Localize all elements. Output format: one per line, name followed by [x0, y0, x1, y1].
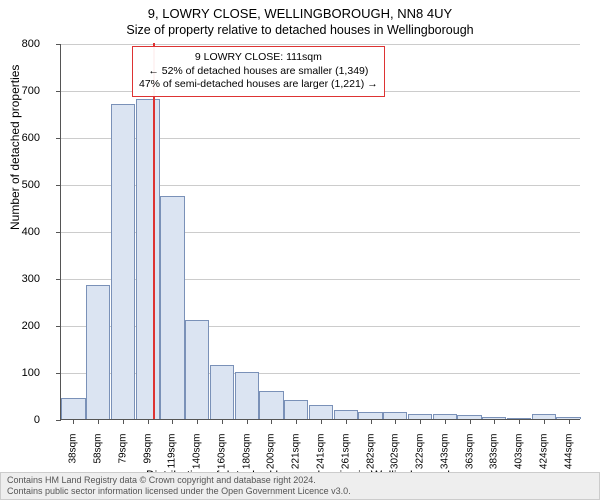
- xtick-mark: [420, 419, 421, 424]
- histogram-bar: [383, 412, 407, 419]
- xtick-mark: [445, 419, 446, 424]
- ytick-label: 700: [0, 85, 40, 97]
- xtick-mark: [470, 419, 471, 424]
- histogram-bar: [284, 400, 308, 419]
- xtick-mark: [321, 419, 322, 424]
- chart-area: 38sqm58sqm79sqm99sqm119sqm140sqm160sqm18…: [60, 44, 580, 420]
- chart-title: 9, LOWRY CLOSE, WELLINGBOROUGH, NN8 4UY: [0, 0, 600, 21]
- marker-line: [153, 43, 155, 419]
- xtick-mark: [494, 419, 495, 424]
- footer: Contains HM Land Registry data © Crown c…: [0, 472, 600, 500]
- annotation-line-1: 9 LOWRY CLOSE: 111sqm: [139, 51, 378, 65]
- ytick-mark: [56, 420, 61, 421]
- xtick-mark: [346, 419, 347, 424]
- histogram-bar: [433, 414, 457, 419]
- histogram-bar: [136, 99, 160, 419]
- histogram-bar: [309, 405, 333, 419]
- histogram-bar: [482, 417, 506, 419]
- xtick-mark: [296, 419, 297, 424]
- xtick-mark: [395, 419, 396, 424]
- ytick-mark: [56, 279, 61, 280]
- histogram-bar: [457, 415, 481, 419]
- xtick-mark: [519, 419, 520, 424]
- xtick-mark: [172, 419, 173, 424]
- xtick-mark: [569, 419, 570, 424]
- footer-line-2: Contains public sector information licen…: [7, 486, 593, 497]
- histogram-bar: [259, 391, 283, 419]
- chart-subtitle: Size of property relative to detached ho…: [0, 21, 600, 37]
- ytick-label: 0: [0, 414, 40, 426]
- ytick-label: 300: [0, 273, 40, 285]
- gridline: [61, 44, 580, 45]
- ytick-mark: [56, 138, 61, 139]
- histogram-bar: [334, 410, 358, 419]
- annotation-line-3: 47% of semi-detached houses are larger (…: [139, 78, 378, 92]
- xtick-mark: [222, 419, 223, 424]
- histogram-bar: [507, 418, 531, 419]
- xtick-mark: [247, 419, 248, 424]
- ytick-mark: [56, 326, 61, 327]
- histogram-bar: [235, 372, 259, 419]
- xtick-mark: [371, 419, 372, 424]
- xtick-mark: [148, 419, 149, 424]
- ytick-label: 200: [0, 320, 40, 332]
- ytick-mark: [56, 373, 61, 374]
- histogram-bar: [210, 365, 234, 419]
- annotation-line-2: ← 52% of detached houses are smaller (1,…: [139, 65, 378, 79]
- xtick-mark: [197, 419, 198, 424]
- ytick-mark: [56, 185, 61, 186]
- histogram-bar: [111, 104, 135, 419]
- ytick-mark: [56, 232, 61, 233]
- xtick-mark: [73, 419, 74, 424]
- histogram-bar: [556, 417, 580, 419]
- histogram-bar: [185, 320, 209, 419]
- histogram-bar: [408, 414, 432, 419]
- annotation-box: 9 LOWRY CLOSE: 111sqm ← 52% of detached …: [132, 46, 385, 97]
- histogram-bar: [86, 285, 110, 419]
- ytick-mark: [56, 91, 61, 92]
- plot-region: 38sqm58sqm79sqm99sqm119sqm140sqm160sqm18…: [60, 44, 580, 420]
- histogram-bar: [160, 196, 184, 419]
- xtick-mark: [544, 419, 545, 424]
- xtick-mark: [98, 419, 99, 424]
- chart-container: 9, LOWRY CLOSE, WELLINGBOROUGH, NN8 4UY …: [0, 0, 600, 500]
- footer-line-1: Contains HM Land Registry data © Crown c…: [7, 475, 593, 486]
- histogram-bar: [358, 412, 382, 419]
- histogram-bar: [61, 398, 85, 419]
- ytick-label: 600: [0, 132, 40, 144]
- ytick-label: 400: [0, 226, 40, 238]
- histogram-bar: [532, 414, 556, 419]
- xtick-mark: [271, 419, 272, 424]
- xtick-mark: [123, 419, 124, 424]
- ytick-mark: [56, 44, 61, 45]
- ytick-label: 100: [0, 367, 40, 379]
- ytick-label: 500: [0, 179, 40, 191]
- ytick-label: 800: [0, 38, 40, 50]
